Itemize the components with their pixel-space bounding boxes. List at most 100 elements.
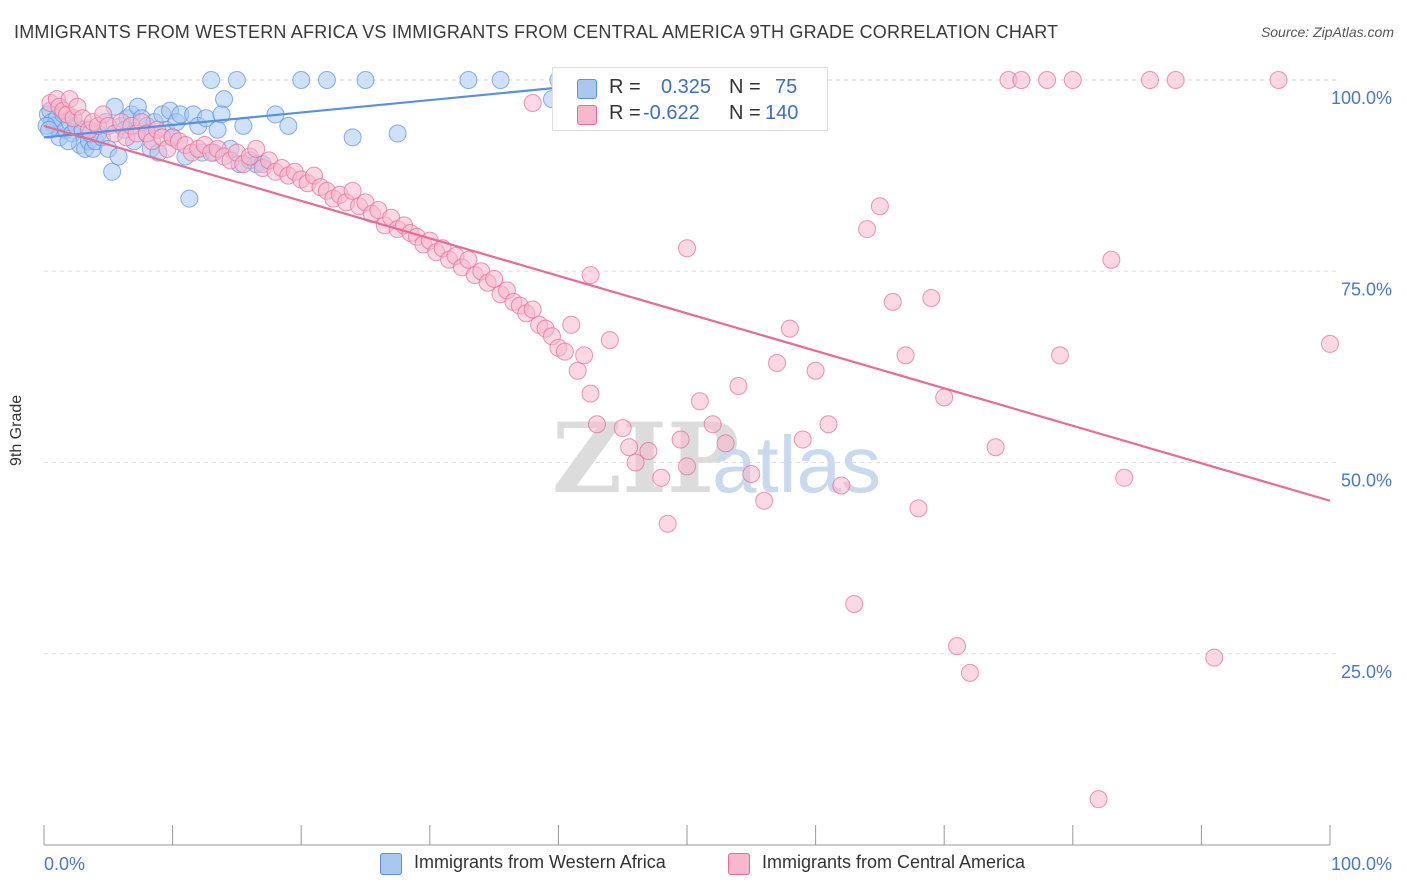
data-point: [793, 430, 812, 449]
data-point: [780, 319, 799, 338]
data-point: [935, 388, 954, 407]
data-point: [883, 292, 902, 311]
trendline-western-africa: [43, 86, 559, 139]
data-point: [103, 162, 122, 181]
data-point: [1102, 250, 1121, 269]
data-point: [755, 491, 774, 510]
data-point: [227, 71, 246, 89]
data-point: [523, 93, 542, 112]
data-point: [870, 197, 889, 216]
data-point: [459, 71, 478, 89]
axes: [43, 825, 1331, 846]
legend-n-label: N =: [729, 102, 761, 124]
x-tick-label-max: 100.0%: [1331, 854, 1392, 874]
data-point: [896, 346, 915, 365]
y-tick-label: 75.0%: [1341, 279, 1392, 299]
data-point: [1050, 346, 1069, 365]
data-point: [234, 116, 253, 135]
y-tick-label: 25.0%: [1341, 662, 1392, 682]
data-point: [1269, 71, 1288, 89]
bottom-legend-label: Immigrants from Western Africa: [414, 852, 666, 872]
chart-title: IMMIGRANTS FROM WESTERN AFRICA VS IMMIGR…: [14, 22, 1059, 42]
data-point: [180, 189, 199, 208]
data-point: [247, 139, 266, 158]
data-point: [626, 453, 645, 472]
data-point: [652, 468, 671, 487]
data-point: [832, 476, 851, 495]
legend-swatch-pink: [577, 105, 597, 125]
data-point: [678, 239, 696, 258]
data-point: [678, 457, 696, 476]
data-point: [639, 442, 658, 461]
data-point: [1012, 71, 1031, 89]
data-point: [671, 430, 690, 449]
data-point: [555, 342, 574, 361]
data-point: [279, 116, 298, 135]
data-point: [202, 71, 221, 89]
data-point: [485, 269, 504, 288]
legend-row-central-america: R = -0.622 N = 140: [553, 102, 827, 128]
y-tick-label: 50.0%: [1341, 471, 1392, 491]
legend-r-label: R =: [609, 102, 641, 124]
tick-labels: 100.0% 75.0% 50.0% 25.0% 0.0% 100.0%: [44, 88, 1392, 874]
data-point: [491, 71, 510, 89]
data-point: [806, 361, 825, 380]
data-point: [768, 354, 787, 373]
data-point: [109, 147, 128, 166]
legend-row-western-africa: R = 0.325 N = 75: [553, 76, 827, 102]
data-point: [858, 220, 877, 239]
data-point: [613, 419, 632, 438]
legend-r-label: R =: [609, 76, 641, 98]
legend-n-value: 140: [765, 102, 799, 124]
data-point: [1205, 648, 1224, 667]
data-point: [909, 499, 928, 518]
data-point: [356, 71, 375, 89]
data-point: [1321, 334, 1339, 353]
bottom-legend-label: Immigrants from Central America: [762, 852, 1026, 872]
data-point: [819, 415, 838, 434]
data-point: [729, 377, 748, 395]
source-label: Source: ZipAtlas.com: [1260, 24, 1394, 40]
data-point: [575, 346, 594, 365]
data-point: [620, 438, 639, 457]
data-point: [1140, 71, 1159, 89]
data-point: [922, 289, 941, 308]
data-point: [948, 637, 967, 656]
data-point: [1115, 468, 1134, 487]
data-point: [459, 250, 478, 269]
data-point: [845, 595, 864, 614]
data-point: [562, 315, 581, 334]
bottom-legend-swatch-blue: [380, 853, 402, 875]
data-point: [343, 128, 362, 147]
data-point: [742, 464, 761, 483]
legend-n-label: N =: [729, 76, 761, 98]
data-point: [1063, 71, 1082, 89]
data-point: [523, 300, 542, 319]
data-point: [1089, 790, 1108, 809]
data-point: [600, 331, 619, 350]
correlation-legend: R = 0.325 N = 75 R = -0.622 N = 140: [552, 67, 828, 131]
data-point: [208, 120, 227, 139]
data-point: [568, 361, 587, 380]
data-point: [343, 181, 362, 200]
data-point: [292, 71, 311, 89]
legend-n-value: 75: [775, 76, 798, 98]
data-point: [716, 434, 735, 453]
trendline-central-america: [43, 124, 1331, 502]
y-tick-label: 100.0%: [1331, 88, 1392, 108]
data-point: [215, 90, 234, 109]
data-point: [1038, 71, 1057, 89]
points-layer: [37, 71, 1339, 809]
data-point: [317, 71, 336, 89]
bottom-legend-swatch-pink: [728, 853, 750, 875]
legend-r-value: -0.622: [643, 102, 700, 124]
data-point: [986, 438, 1005, 457]
trend-layer: [43, 86, 1331, 502]
data-point: [587, 415, 606, 434]
x-tick-label-min: 0.0%: [44, 854, 85, 874]
data-point: [960, 663, 979, 682]
data-point: [581, 384, 600, 403]
data-point: [581, 266, 600, 285]
data-point: [658, 514, 677, 533]
